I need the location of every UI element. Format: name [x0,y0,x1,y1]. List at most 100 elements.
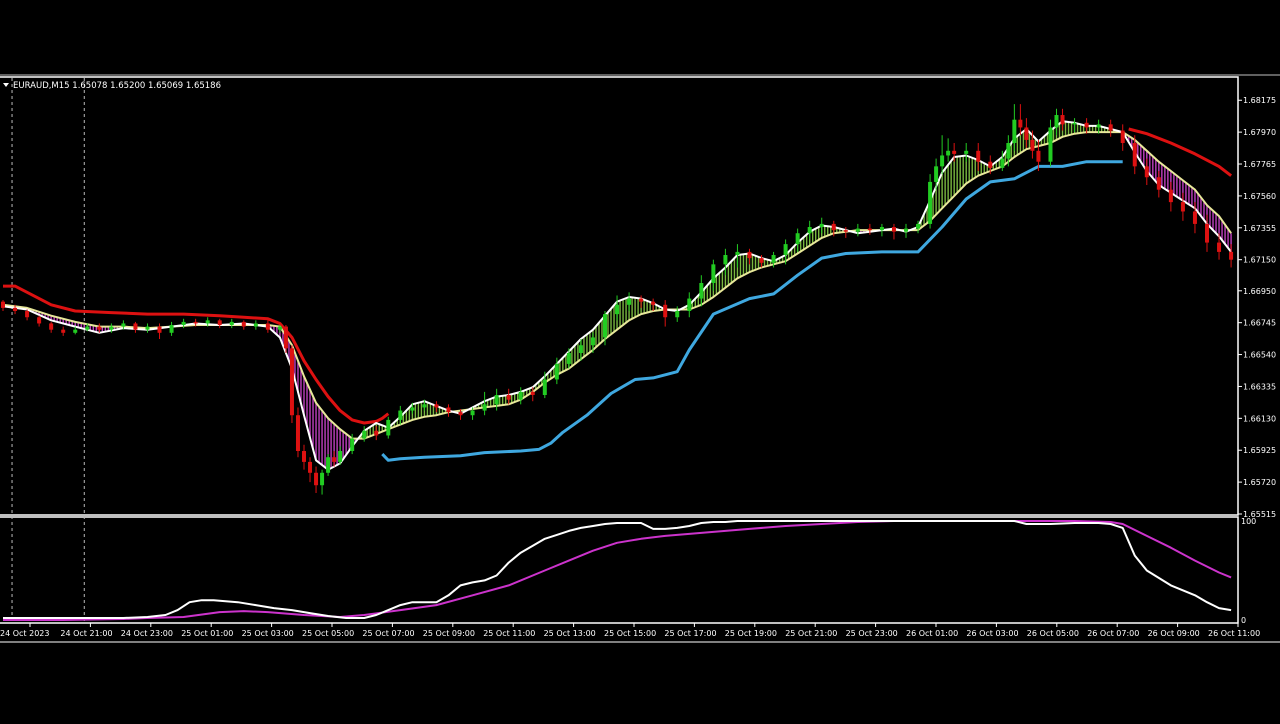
bear-candle [1024,127,1029,140]
bull-candle [934,166,939,182]
time-tick-label: 24 Oct 2023 [0,629,49,638]
bear-candle [1156,177,1161,190]
symbol-header[interactable]: EURAUD,M15 1.65078 1.65200 1.65069 1.651… [3,81,221,91]
price-tick-label: 1.68175 [1243,96,1276,105]
time-axis[interactable]: 24 Oct 2023 24 Oct 21:00 24 Oct 23:00 25 Oc… [0,623,1260,638]
bear-candle [265,323,270,330]
bear-candle [530,391,535,396]
time-tick-label: 25 Oct 15:00 [604,629,656,638]
blue-line-series [381,160,1123,462]
bear-candle [1217,242,1222,252]
time-tick-label: 25 Oct 21:00 [785,629,837,638]
bull-candle [350,438,355,452]
time-tick-label: 25 Oct 19:00 [725,629,777,638]
bull-candle [946,150,951,156]
bear-candle [1,301,5,308]
bear-candle [506,395,511,400]
bear-candle [1132,143,1137,167]
oscillator-tick-label: 100 [1241,517,1256,526]
bear-candle [1018,119,1023,128]
bull-candle [169,325,174,333]
bear-candle [843,230,848,232]
time-tick-label: 25 Oct 05:00 [302,629,354,638]
bear-candle [314,472,319,486]
time-tick-label: 25 Oct 11:00 [483,629,535,638]
time-tick-label: 25 Oct 23:00 [846,629,898,638]
time-tick-label: 24 Oct 23:00 [121,629,173,638]
bear-candle [1229,251,1234,260]
bull-candle [675,311,680,318]
bull-candle [326,457,331,473]
bear-candle [1180,202,1185,212]
bear-candle [458,412,463,416]
bear-candle [133,323,138,330]
bull-candle [145,326,150,330]
bear-candle [295,415,300,452]
bear-candle [1108,124,1113,131]
time-tick-label: 25 Oct 09:00 [423,629,475,638]
bull-candle [1072,122,1077,125]
bull-candle [470,410,475,416]
bull-candle [121,323,126,327]
bull-candle [1048,127,1053,162]
bull-candle [735,251,740,256]
bull-candle [1096,124,1101,128]
bull-candle [711,264,716,284]
price-axis: 1.68175 1.67970 1.67765 1.67560 1.67355 1.671… [1238,96,1276,519]
bull-candle [253,323,258,327]
time-tick-label: 26 Oct 01:00 [906,629,958,638]
bull-candle [783,244,788,256]
bull-candle [1012,119,1017,144]
bear-candle [289,348,294,416]
bull-candle [205,320,210,324]
bear-candle [1030,139,1035,151]
time-tick-label: 25 Oct 13:00 [544,629,596,638]
bull-candle [590,337,595,346]
time-tick-label: 25 Oct 01:00 [181,629,233,638]
bear-candle [1120,130,1125,144]
bear-candle [13,307,18,312]
bull-candle [916,223,921,229]
bull-candle [566,353,571,364]
bull-candle [1000,158,1005,168]
symbol-label: EURAUD,M15 1.65078 1.65200 1.65069 1.651… [13,81,221,91]
bull-candle [181,321,186,326]
triangle-down-icon[interactable] [3,83,9,87]
bull-candle [807,227,812,234]
time-tick-label: 26 Oct 03:00 [966,629,1018,638]
oscillator-magenta-series [3,520,1232,621]
time-tick-label: 25 Oct 03:00 [242,629,294,638]
bull-candle [687,298,692,312]
bear-candle [867,228,872,231]
oscillator-white-series [3,520,1232,619]
price-tick-label: 1.67150 [1243,256,1276,265]
bear-candle [332,457,337,462]
bull-candle [320,472,325,486]
bear-candle [217,320,222,326]
price-tick-label: 1.67355 [1243,224,1276,233]
bull-candle [627,298,632,305]
bull-candle [615,304,620,315]
bear-candle [831,223,836,231]
bear-candle [241,321,246,327]
bull-candle [229,321,234,326]
bear-candle [976,150,981,162]
bull-candle [398,410,403,420]
vertical-separators [11,78,85,622]
bull-candle [85,326,90,330]
bear-candle [374,430,379,436]
bear-candle [25,311,30,318]
price-tick-label: 1.65720 [1243,478,1276,487]
oscillator-axis: 100 0 [1241,517,1256,625]
bull-candle [277,326,282,330]
bear-candle [302,451,306,462]
red-line-series [1128,127,1233,177]
bull-candle [410,407,415,411]
bear-candle [1168,189,1173,203]
bear-candle [952,150,957,154]
bull-candle [904,228,908,232]
bull-candle [362,430,367,439]
bull-candle [554,363,559,380]
bear-candle [97,326,102,330]
